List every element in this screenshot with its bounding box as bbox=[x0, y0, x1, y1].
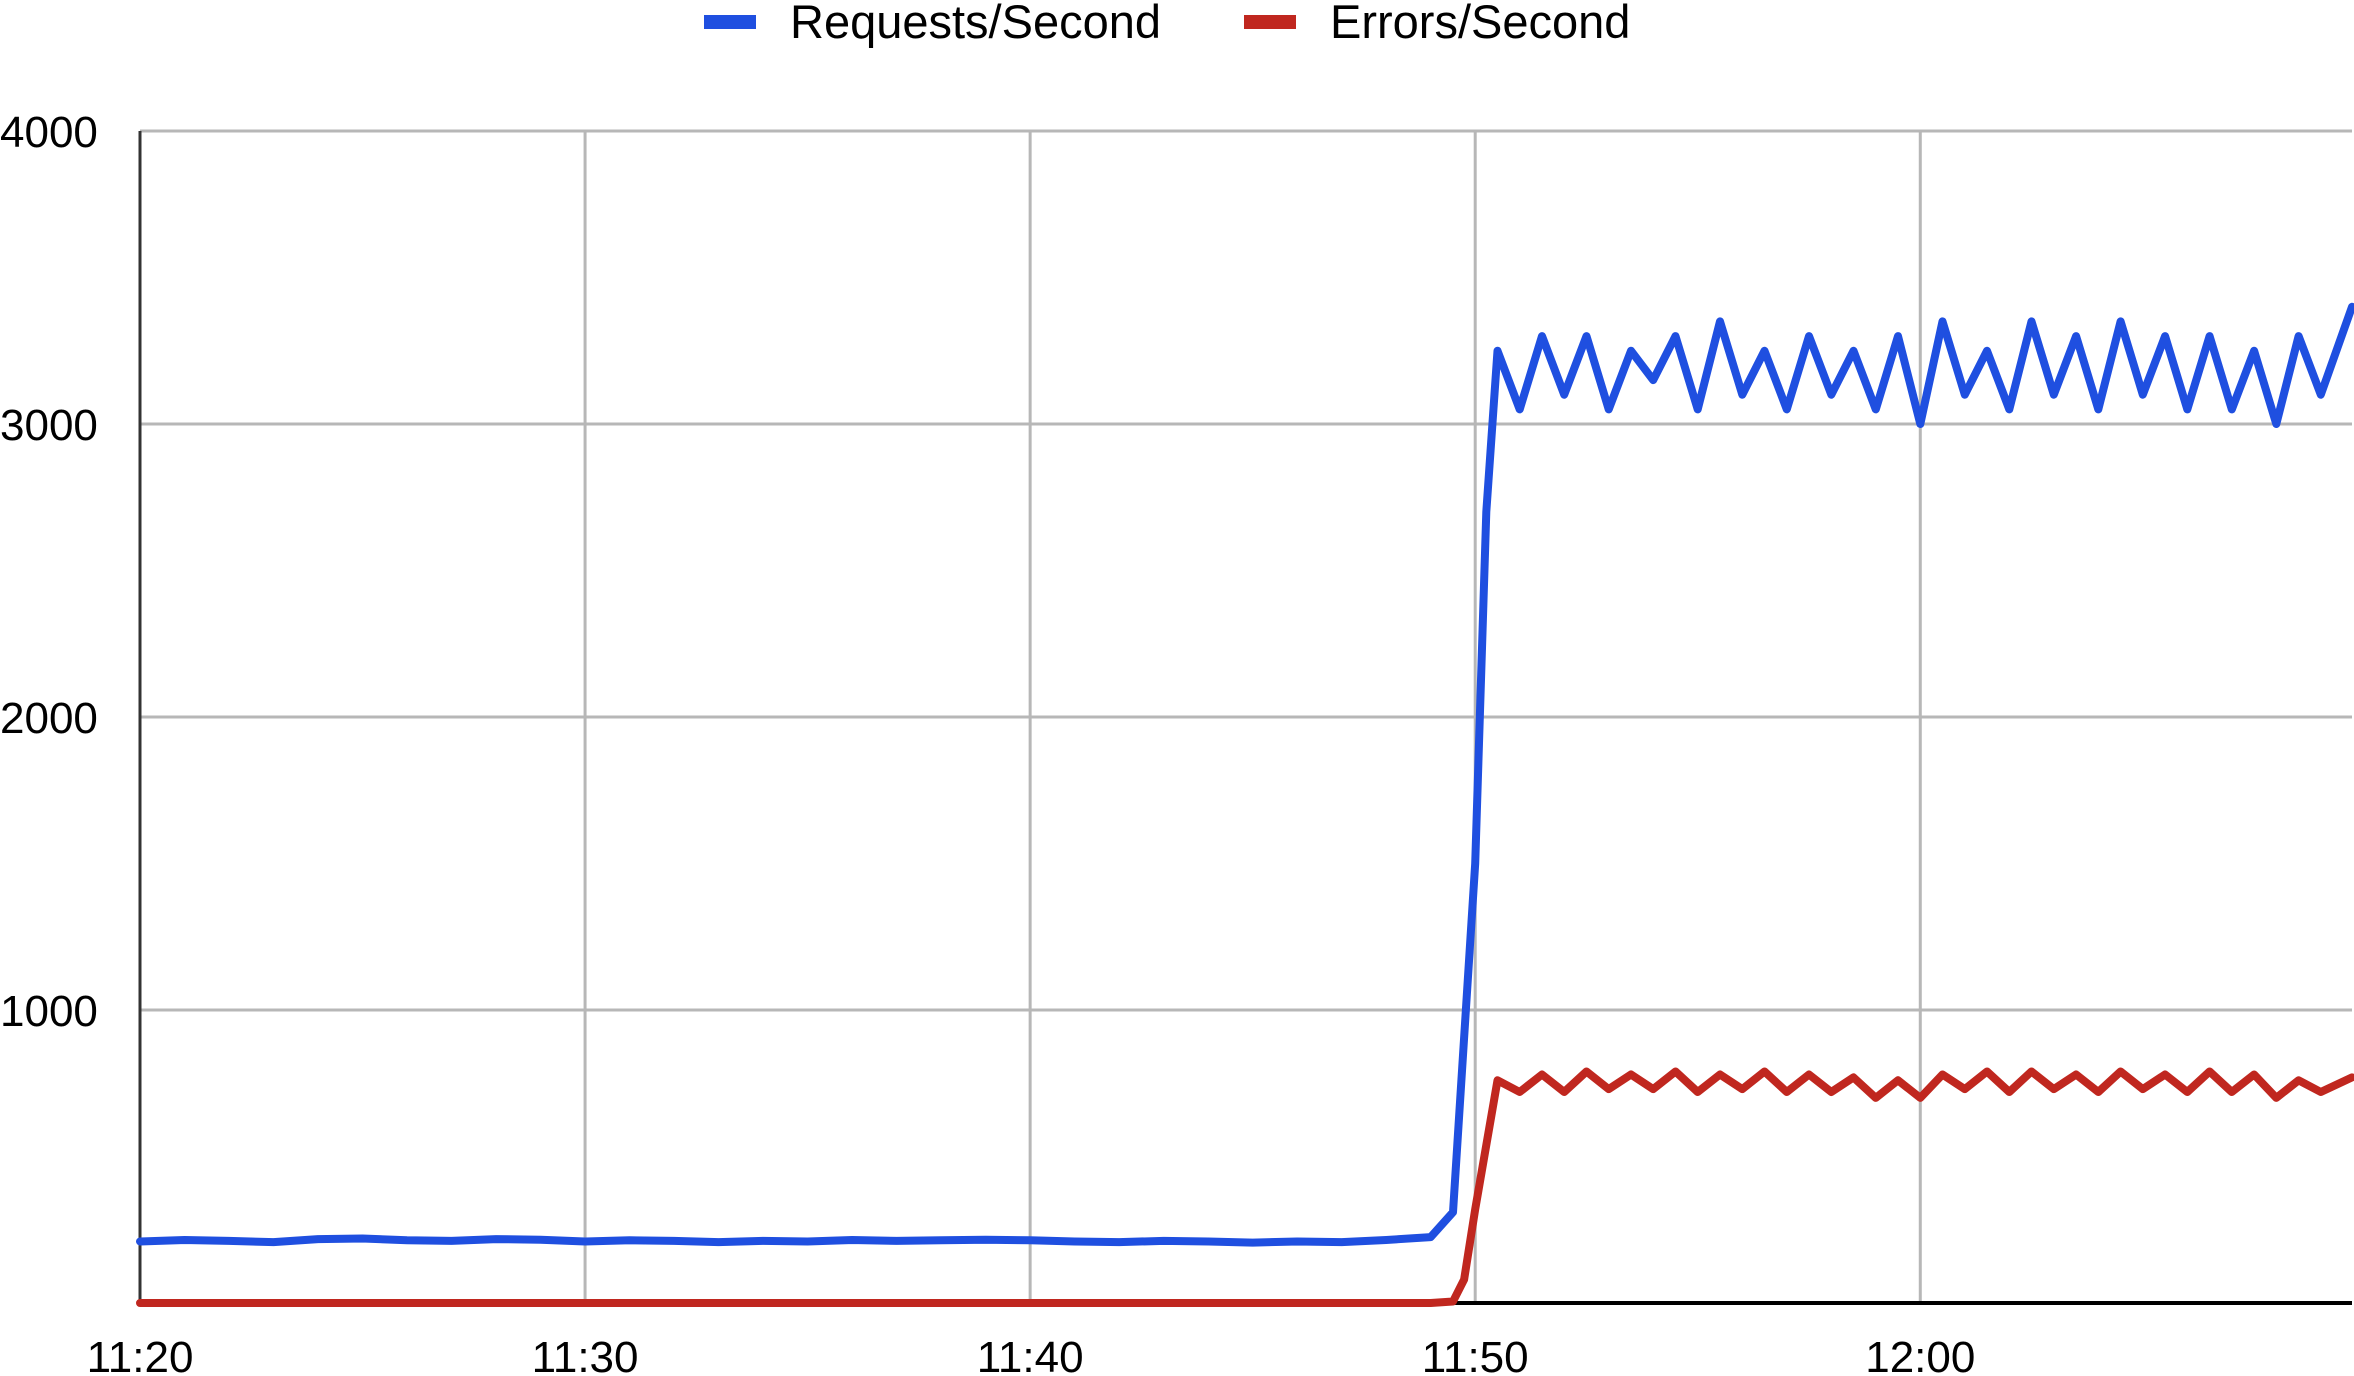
series-line-requests bbox=[136, 302, 2354, 1247]
y-axis-ticks: 1000 2000 3000 4000 bbox=[0, 108, 98, 1036]
x-tick-label: 11:20 bbox=[87, 1333, 194, 1376]
series-layer bbox=[136, 302, 2354, 1307]
x-tick-label: 11:50 bbox=[1422, 1333, 1529, 1376]
x-tick-label: 11:30 bbox=[532, 1333, 639, 1376]
x-axis-ticks: 11:20 11:30 11:40 11:50 12:00 bbox=[87, 1333, 1976, 1376]
legend-swatch-requests bbox=[704, 15, 756, 29]
y-tick-label: 4000 bbox=[0, 108, 98, 157]
x-tick-label: 11:40 bbox=[977, 1333, 1084, 1376]
x-tick-label: 12:00 bbox=[1865, 1333, 1975, 1376]
legend: Requests/Second Errors/Second bbox=[704, 0, 1630, 48]
series-line-errors bbox=[136, 1067, 2354, 1307]
y-tick-label: 1000 bbox=[0, 987, 98, 1036]
legend-swatch-errors bbox=[1244, 15, 1296, 29]
y-tick-label: 3000 bbox=[0, 401, 98, 450]
gridlines bbox=[140, 129, 2352, 1303]
y-tick-label: 2000 bbox=[0, 694, 98, 743]
legend-label-errors: Errors/Second bbox=[1330, 0, 1630, 48]
legend-label-requests: Requests/Second bbox=[790, 0, 1161, 48]
